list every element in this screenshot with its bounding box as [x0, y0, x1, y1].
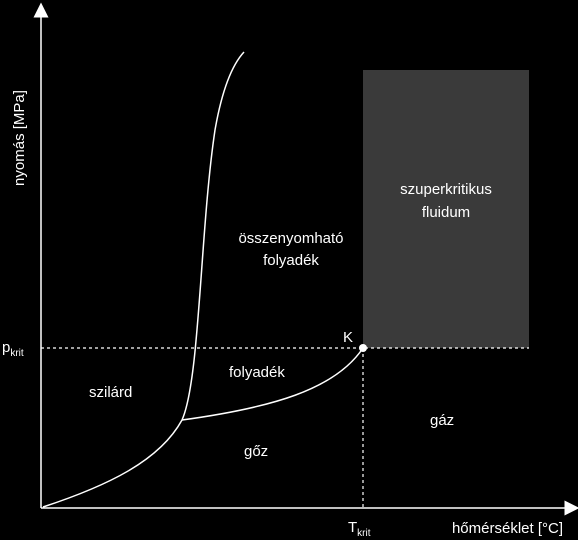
- p-crit-main: p: [2, 339, 10, 356]
- melting-curve: [181, 51, 245, 421]
- t-crit-main: T: [348, 519, 357, 536]
- region-supercritical-line1: szuperkritikus: [400, 181, 492, 198]
- t-crit-label: Tkrit: [348, 519, 371, 539]
- p-crit-label: pkrit: [2, 339, 24, 359]
- region-supercritical-line2: fluidum: [422, 204, 470, 221]
- region-liquid: folyadék: [229, 364, 285, 381]
- region-solid: szilárd: [89, 384, 132, 401]
- y-axis-label: nyomás [MPa]: [11, 90, 28, 186]
- supercritical-region: [363, 70, 529, 348]
- sublimation-curve: [42, 419, 183, 508]
- t-crit-sub: krit: [357, 528, 371, 539]
- critical-point-label: K: [343, 329, 353, 346]
- region-gas: gáz: [430, 412, 454, 429]
- p-crit-sub: krit: [10, 348, 24, 359]
- region-compressible-liquid-line1: összenyomható: [238, 230, 343, 247]
- region-vapor: gőz: [244, 443, 268, 460]
- region-compressible-liquid-line2: folyadék: [263, 252, 319, 269]
- critical-point: [359, 344, 367, 352]
- x-axis-label: hőmérséklet [°C]: [452, 520, 563, 537]
- vaporization-curve: [181, 347, 364, 421]
